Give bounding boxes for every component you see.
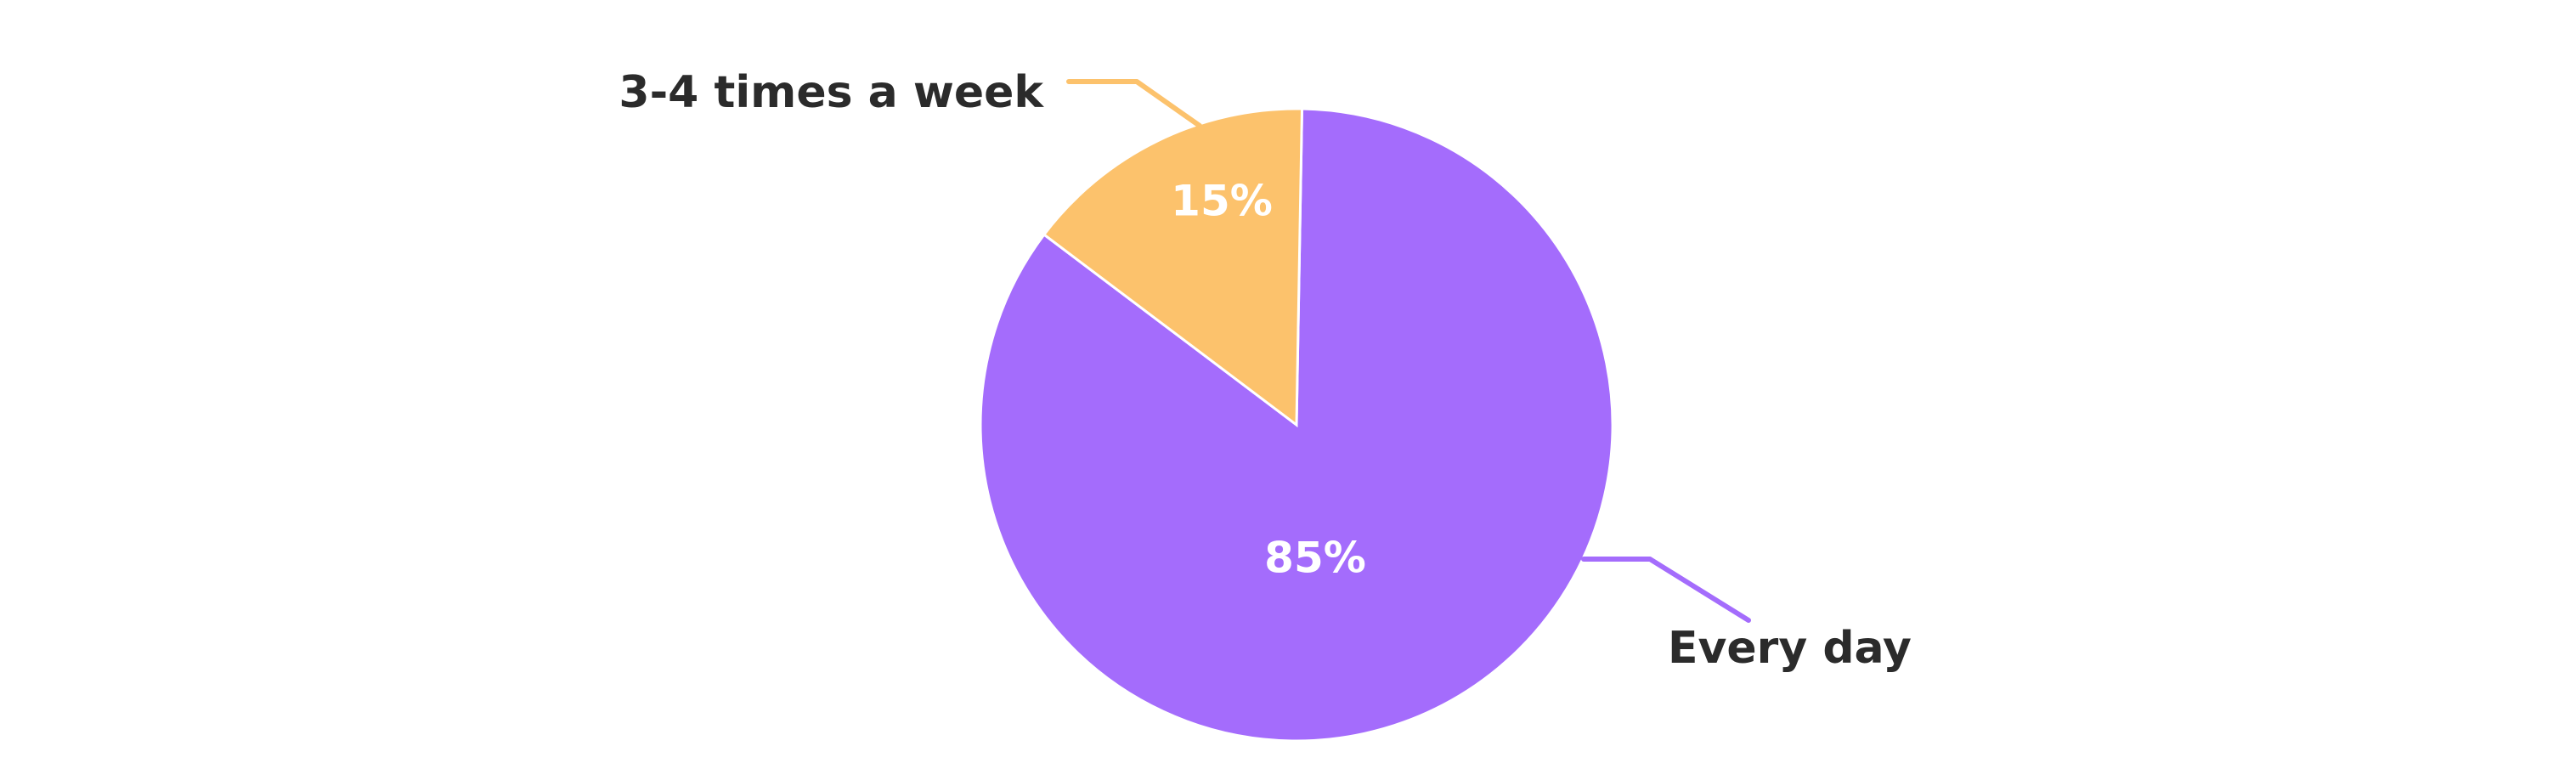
slice-value-label-every-day: 85% bbox=[1264, 534, 1366, 583]
leader-line-3-4-times-a-week bbox=[1066, 79, 1202, 128]
leader-lines bbox=[1066, 79, 1751, 623]
category-label-3-4-times-a-week: 3-4 times a week bbox=[619, 67, 1044, 118]
category-labels: Every day 3-4 times a week bbox=[619, 67, 1912, 674]
leader-line-every-day bbox=[1581, 557, 1751, 623]
slice-value-labels: 85% 15% bbox=[1171, 177, 1366, 583]
category-label-every-day: Every day bbox=[1668, 623, 1912, 674]
pie-slices bbox=[979, 107, 1614, 743]
pie-slice-3-4-times-a-week bbox=[1042, 107, 1304, 427]
slice-value-label-3-4-times-a-week: 15% bbox=[1171, 177, 1273, 226]
